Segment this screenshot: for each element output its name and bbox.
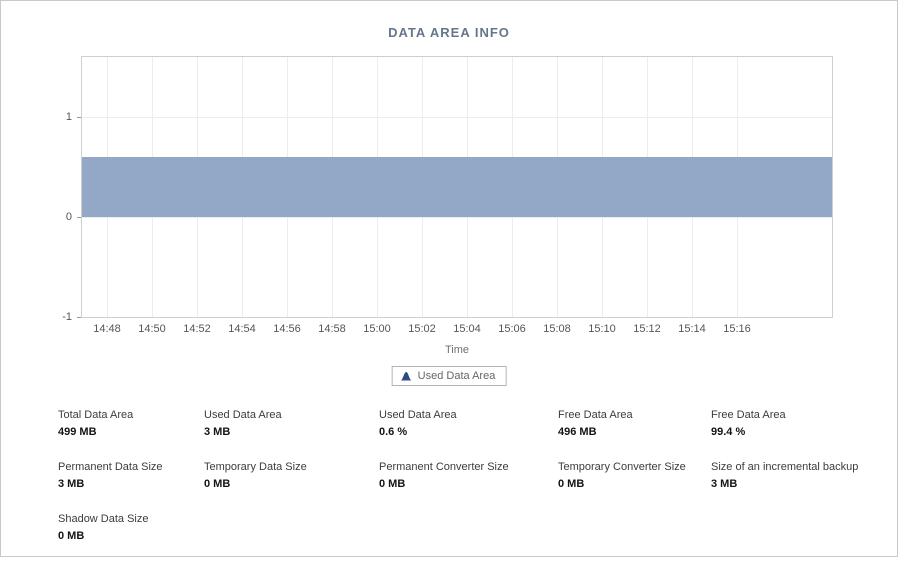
- stat-value: 3 MB: [711, 478, 738, 490]
- stat-cell: Used Data Area 0.6 %: [379, 409, 558, 461]
- stat-value: 99.4 %: [711, 426, 746, 438]
- y-tick-mark: [77, 117, 81, 118]
- stat-cell: Temporary Data Size 0 MB: [204, 461, 379, 513]
- x-tick-label: 15:00: [363, 323, 391, 335]
- y-tick-label: 1: [65, 111, 72, 123]
- plot-area: [81, 56, 833, 318]
- stat-label: Free Data Area: [558, 409, 633, 421]
- x-tick-label: 15:02: [408, 323, 436, 335]
- stat-label: Used Data Area: [379, 409, 457, 421]
- x-tick-label: 14:50: [138, 323, 166, 335]
- stat-label: Permanent Data Size: [58, 461, 163, 473]
- x-tick-label: 14:56: [273, 323, 301, 335]
- used-data-area-chart: Time 1 0 -1 14:48 14:50 14:52 14:54 14:56 14:58 1…: [62, 56, 833, 356]
- x-tick-label: 14:58: [318, 323, 346, 335]
- stat-label: Permanent Converter Size: [379, 461, 509, 473]
- stat-label: Free Data Area: [711, 409, 786, 421]
- x-tick-label: 15:10: [588, 323, 616, 335]
- stat-label: Temporary Data Size: [204, 461, 307, 473]
- y-tick-mark: [77, 317, 81, 318]
- stat-label: Size of an incremental backup: [711, 461, 859, 473]
- stat-cell: Free Data Area 99.4 %: [711, 409, 869, 461]
- h-gridline: [82, 217, 832, 218]
- used-data-area-series: [82, 157, 832, 217]
- stat-value: 0 MB: [379, 478, 406, 490]
- stat-value: 3 MB: [204, 426, 231, 438]
- stat-cell: Free Data Area 496 MB: [558, 409, 711, 461]
- stat-label: Used Data Area: [204, 409, 282, 421]
- x-tick-label: 14:52: [183, 323, 211, 335]
- legend-label: Used Data Area: [417, 370, 496, 382]
- x-tick-label: 15:12: [633, 323, 661, 335]
- x-tick-label: 15:14: [678, 323, 706, 335]
- stat-cell: Used Data Area 3 MB: [204, 409, 379, 461]
- page-title: DATA AREA INFO: [388, 25, 510, 40]
- h-gridline: [82, 117, 832, 118]
- x-axis-title: Time: [444, 344, 470, 356]
- stat-cell: Temporary Converter Size 0 MB: [558, 461, 711, 513]
- stat-value: 0 MB: [204, 478, 231, 490]
- stat-cell: Size of an incremental backup 3 MB: [711, 461, 869, 513]
- stat-cell: Permanent Data Size 3 MB: [58, 461, 204, 513]
- x-tick-label: 14:54: [228, 323, 256, 335]
- stat-value: 496 MB: [558, 426, 597, 438]
- legend-item-used-data-area[interactable]: Used Data Area: [391, 366, 507, 386]
- area-series-icon: [400, 371, 412, 381]
- stat-cell: Total Data Area 499 MB: [58, 409, 204, 461]
- x-tick-label: 15:08: [543, 323, 571, 335]
- stat-cell: Permanent Converter Size 0 MB: [379, 461, 558, 513]
- x-tick-label: 15:16: [723, 323, 751, 335]
- y-tick-label: 0: [65, 211, 72, 223]
- stat-value: 499 MB: [58, 426, 97, 438]
- stats-grid: Total Data Area 499 MB Used Data Area 3 MB U…: [58, 409, 869, 565]
- stat-cell: Shadow Data Size 0 MB: [58, 513, 204, 565]
- stat-label: Temporary Converter Size: [558, 461, 686, 473]
- x-tick-label: 15:04: [453, 323, 481, 335]
- x-tick-label: 14:48: [93, 323, 121, 335]
- stat-value: 0 MB: [58, 530, 85, 542]
- stat-label: Total Data Area: [58, 409, 134, 421]
- stat-label: Shadow Data Size: [58, 513, 149, 525]
- stat-value: 0.6 %: [379, 426, 408, 438]
- stat-value: 3 MB: [58, 478, 85, 490]
- y-tick-mark: [77, 217, 81, 218]
- x-tick-label: 15:06: [498, 323, 526, 335]
- stat-value: 0 MB: [558, 478, 585, 490]
- y-tick-label: -1: [62, 311, 72, 323]
